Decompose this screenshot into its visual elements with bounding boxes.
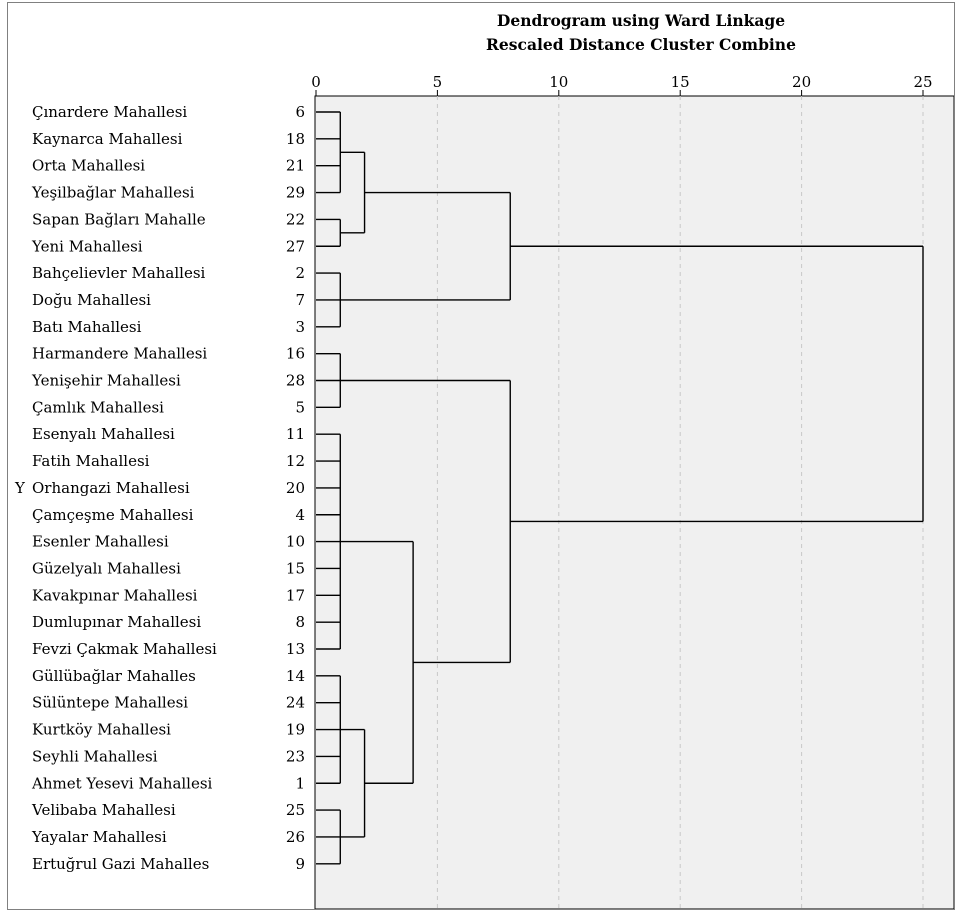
leaf-label: Çınardere Mahallesi (32, 103, 187, 121)
leaf-number: 26 (286, 828, 305, 846)
leaf-label: Orhangazi Mahallesi (32, 479, 190, 497)
leaf-number: 7 (295, 291, 305, 309)
leaf-number: 5 (295, 398, 305, 416)
leaf-number: 24 (286, 694, 305, 712)
leaf-number: 27 (286, 237, 305, 255)
leaf-label: Güzelyalı Mahallesi (32, 559, 181, 577)
leaf-number: 8 (295, 613, 305, 631)
leaf-label: Harmandere Mahallesi (32, 345, 207, 363)
leaf-number: 29 (286, 184, 305, 202)
leaf-label: Esenyalı Mahallesi (32, 425, 175, 443)
leaf-number: 13 (286, 640, 305, 658)
leaf-number: 18 (286, 130, 305, 148)
leaf-number: 16 (286, 345, 305, 363)
leaf-label: Yeşilbağlar Mahallesi (31, 184, 195, 202)
chart-title: Dendrogram using Ward Linkage (497, 11, 785, 30)
leaf-number: 20 (286, 479, 305, 497)
leaf-number: 6 (295, 103, 305, 121)
leaf-number: 23 (286, 747, 305, 765)
x-tick-label: 15 (671, 73, 690, 91)
leaf-label: Doğu Mahallesi (32, 291, 151, 309)
plot-background (314, 95, 954, 909)
leaf-label: Bahçelievler Mahallesi (32, 264, 206, 282)
leaf-label: Yayalar Mahallesi (31, 828, 167, 846)
leaf-number: 2 (295, 264, 305, 282)
leaf-number: 22 (286, 210, 305, 228)
x-tick-label: 10 (549, 73, 568, 91)
leaf-number: 14 (286, 667, 305, 685)
leaf-label: Sapan Bağları Mahalle (32, 210, 206, 228)
leaf-label: Ertuğrul Gazi Mahalles (32, 855, 209, 873)
leaf-number: 25 (286, 801, 305, 819)
leaf-label: Seyhli Mahallesi (32, 747, 158, 765)
leaf-number: 17 (286, 586, 305, 604)
leaf-number: 28 (286, 372, 305, 390)
dendrogram-svg: Dendrogram using Ward Linkage Rescaled D… (14, 11, 954, 909)
leaf-label: Çamçeşme Mahallesi (32, 506, 194, 524)
x-tick-label: 25 (913, 73, 932, 91)
leaf-number: 21 (286, 157, 305, 175)
leaf-number: 1 (295, 774, 305, 792)
x-tick-label: 5 (433, 73, 443, 91)
leaf-label: Velibaba Mahallesi (31, 801, 176, 819)
leaf-label: Esenler Mahallesi (32, 533, 169, 551)
leaf-label: Batı Mahallesi (32, 318, 142, 336)
leaf-label: Ahmet Yesevi Mahallesi (31, 774, 213, 792)
leaf-label: Kavakpınar Mahallesi (32, 586, 198, 604)
x-tick-label: 20 (792, 73, 811, 91)
leaf-number: 3 (295, 318, 305, 336)
leaf-label: Çamlık Mahallesi (32, 398, 164, 416)
leaf-number: 10 (286, 533, 305, 551)
chart-subtitle: Rescaled Distance Cluster Combine (486, 35, 796, 54)
leaf-number: 4 (295, 506, 305, 524)
leaf-label: Sülüntepe Mahallesi (32, 694, 188, 712)
leaf-label: Güllübağlar Mahalles (32, 667, 196, 685)
leaf-label: Fevzi Çakmak Mahallesi (32, 640, 217, 658)
leaf-label: Dumlupınar Mahallesi (32, 613, 201, 631)
leaf-number: 12 (286, 452, 305, 470)
leaf-label: Kurtköy Mahallesi (32, 721, 171, 739)
leaf-number: 9 (295, 855, 305, 873)
leaf-label: Yenişehir Mahallesi (31, 372, 181, 390)
leaf-number: 19 (286, 721, 305, 739)
leaf-label: Fatih Mahallesi (32, 452, 150, 470)
case-label-marker: Y (14, 479, 26, 497)
leaf-number: 15 (286, 559, 305, 577)
leaf-label: Kaynarca Mahallesi (32, 130, 183, 148)
leaf-number: 11 (286, 425, 305, 443)
dendrogram-chart: Dendrogram using Ward Linkage Rescaled D… (7, 2, 955, 910)
x-tick-label: 0 (311, 73, 321, 91)
leaf-label: Yeni Mahallesi (31, 237, 143, 255)
leaf-label: Orta Mahallesi (32, 157, 145, 175)
